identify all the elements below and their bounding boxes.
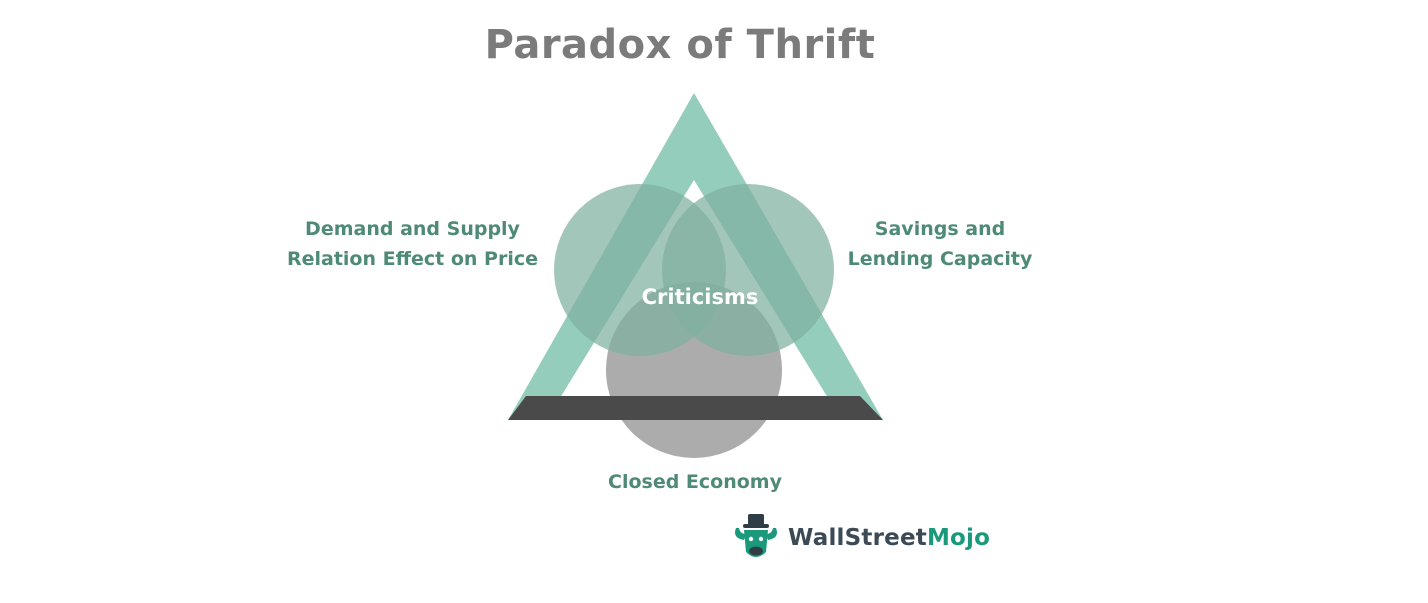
label-demand-supply: Demand and Supply Relation Effect on Pri… xyxy=(280,214,545,274)
label-demand-supply-line1: Demand and Supply xyxy=(305,218,520,240)
wallstreetmojo-logo: WallStreetMojo xyxy=(730,512,990,564)
label-savings-lending: Savings and Lending Capacity xyxy=(845,214,1035,274)
label-closed-economy: Closed Economy xyxy=(608,471,782,493)
circle-savings-lending xyxy=(662,184,834,356)
triangle-frame xyxy=(508,93,883,420)
label-demand-supply-line2: Relation Effect on Price xyxy=(286,248,538,270)
logo-text-part2: Mojo xyxy=(926,525,991,551)
label-savings-lending-line1: Savings and xyxy=(874,218,1006,240)
logo-text-part1: WallStreet xyxy=(788,525,927,551)
triangle-base-bar xyxy=(508,396,883,420)
diagram-title: Paradox of Thrift xyxy=(484,22,876,68)
bull-mascot-icon xyxy=(735,514,777,557)
logo-text: WallStreetMojo xyxy=(788,525,990,551)
center-label-criticisms: Criticisms xyxy=(641,285,759,309)
label-savings-lending-line2: Lending Capacity xyxy=(847,248,1033,270)
